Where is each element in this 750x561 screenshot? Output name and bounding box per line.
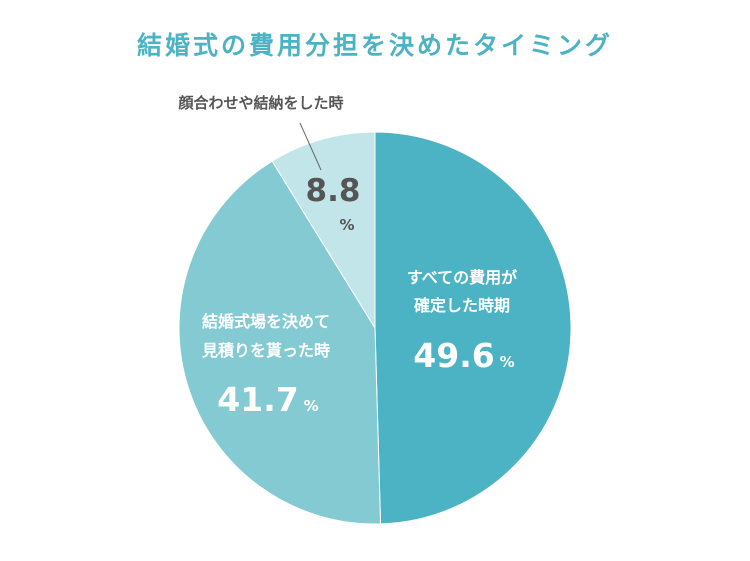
slice-unit-0: % xyxy=(500,353,515,371)
slice-engagement xyxy=(271,131,376,330)
slice-label-1-line-1: 見積りを貰った時 xyxy=(201,341,330,360)
slice-value-2: 8.8 xyxy=(306,173,361,209)
slice-label-1-line-0: 結婚式場を決めて xyxy=(202,312,330,331)
slice-venue-estimate xyxy=(178,160,382,525)
slice-value-0: 49.6 xyxy=(413,336,494,375)
slice-unit-1: % xyxy=(304,397,319,415)
slice-value-1: 41.7 xyxy=(217,380,298,419)
slice-label-0-line-0: すべての費用が xyxy=(407,268,517,287)
slice-label-0-line-1: 確定した時期 xyxy=(414,296,510,315)
chart-title: 結婚式の費用分担を決めたタイミング xyxy=(136,31,613,60)
slice-label-2-line-0: 顔合わせや結納をした時 xyxy=(177,94,343,112)
slice-all-costs-fixed xyxy=(374,131,572,525)
leader-line xyxy=(299,122,322,171)
slice-unit-2: % xyxy=(339,216,354,234)
